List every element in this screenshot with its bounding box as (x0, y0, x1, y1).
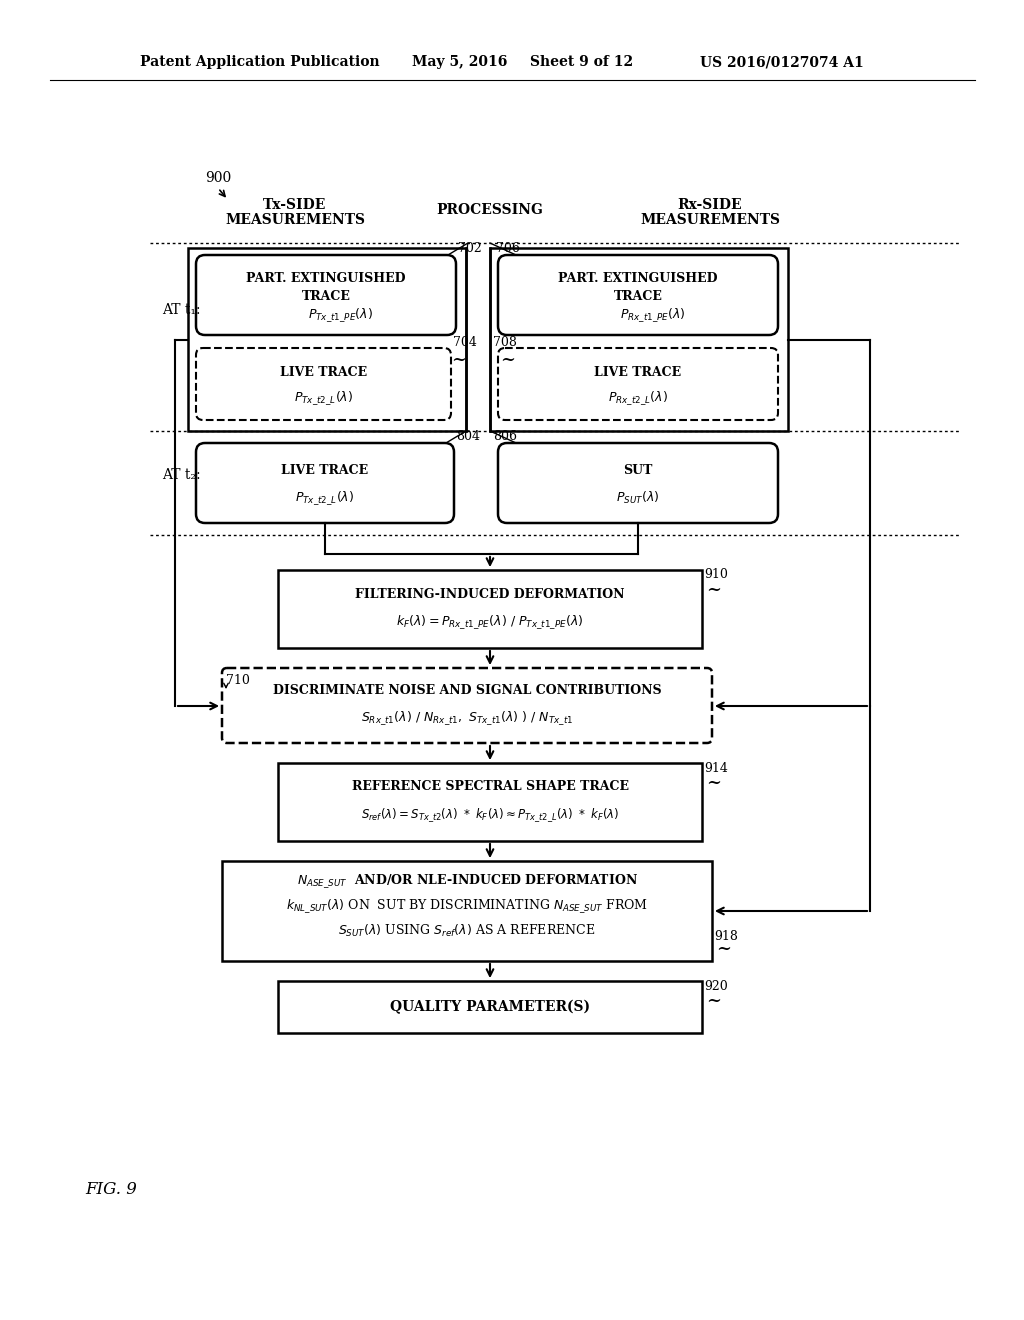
Text: PART. EXTINGUISHED: PART. EXTINGUISHED (246, 272, 406, 285)
Bar (278, 570, 702, 648)
Text: $P_{Tx\_t1\_PE}(\lambda)$: $P_{Tx\_t1\_PE}(\lambda)$ (308, 306, 374, 323)
Bar (222, 861, 712, 961)
Text: 804: 804 (456, 430, 480, 444)
Text: PROCESSING: PROCESSING (436, 203, 544, 216)
Text: Tx-SIDE: Tx-SIDE (263, 198, 327, 213)
Text: ~: ~ (452, 351, 467, 370)
Text: $S_{Rx\_t1}(\lambda)\ /\ N_{Rx\_t1},\ S_{Tx\_t1}(\lambda)\ )\ /\ N_{Tx\_t1}$: $S_{Rx\_t1}(\lambda)\ /\ N_{Rx\_t1},\ S_… (360, 709, 573, 727)
Text: Sheet 9 of 12: Sheet 9 of 12 (530, 55, 633, 69)
Text: 706: 706 (496, 243, 520, 256)
Text: FIG. 9: FIG. 9 (85, 1181, 137, 1199)
Text: TRACE: TRACE (301, 289, 350, 302)
FancyBboxPatch shape (498, 255, 778, 335)
Text: US 2016/0127074 A1: US 2016/0127074 A1 (700, 55, 864, 69)
Text: 806: 806 (493, 430, 517, 444)
Text: Patent Application Publication: Patent Application Publication (140, 55, 380, 69)
FancyBboxPatch shape (196, 348, 451, 420)
Text: PART. EXTINGUISHED: PART. EXTINGUISHED (558, 272, 718, 285)
Text: $P_{SUT}(\lambda)$: $P_{SUT}(\lambda)$ (616, 490, 659, 506)
Text: ~: ~ (717, 940, 731, 958)
Bar (278, 981, 702, 1034)
Text: AT t₁:: AT t₁: (162, 304, 201, 317)
Text: QUALITY PARAMETER(S): QUALITY PARAMETER(S) (390, 999, 590, 1014)
Text: DISCRIMINATE NOISE AND SIGNAL CONTRIBUTIONS: DISCRIMINATE NOISE AND SIGNAL CONTRIBUTI… (272, 684, 662, 697)
Text: $P_{Rx\_t2\_L}(\lambda)$: $P_{Rx\_t2\_L}(\lambda)$ (608, 389, 668, 407)
Text: 920: 920 (705, 979, 728, 993)
Text: ~: ~ (501, 351, 515, 370)
Text: 900: 900 (205, 172, 231, 185)
Text: $P_{Rx\_t1\_PE}(\lambda)$: $P_{Rx\_t1\_PE}(\lambda)$ (621, 306, 686, 323)
Text: LIVE TRACE: LIVE TRACE (280, 366, 367, 379)
FancyBboxPatch shape (196, 444, 454, 523)
Text: May 5, 2016: May 5, 2016 (412, 55, 507, 69)
Text: 914: 914 (705, 762, 728, 775)
Text: $P_{Tx\_t2\_L}(\lambda)$: $P_{Tx\_t2\_L}(\lambda)$ (294, 389, 353, 407)
Text: $S_{ref}(\lambda) = S_{Tx\_t2}(\lambda)\ *\ k_F(\lambda) \approx P_{Tx\_t2\_L}(\: $S_{ref}(\lambda) = S_{Tx\_t2}(\lambda)\… (360, 807, 620, 824)
Text: $P_{Tx\_t2\_L}(\lambda)$: $P_{Tx\_t2\_L}(\lambda)$ (296, 490, 354, 507)
Bar (188, 248, 466, 432)
FancyBboxPatch shape (498, 348, 778, 420)
FancyBboxPatch shape (222, 668, 712, 743)
Text: $N_{ASE\_SUT}$  AND/OR NLE-INDUCED DEFORMATION: $N_{ASE\_SUT}$ AND/OR NLE-INDUCED DEFORM… (297, 873, 638, 890)
Bar (278, 763, 702, 841)
Text: 704: 704 (453, 335, 477, 348)
Text: AT t₂:: AT t₂: (162, 469, 201, 482)
Text: MEASUREMENTS: MEASUREMENTS (225, 213, 365, 227)
Text: 708: 708 (493, 335, 517, 348)
Text: TRACE: TRACE (613, 289, 663, 302)
Text: ~: ~ (707, 993, 722, 1010)
Text: $k_{NL\_SUT}(\lambda)$ ON  SUT BY DISCRIMINATING $N_{ASE\_SUT}$ FROM: $k_{NL\_SUT}(\lambda)$ ON SUT BY DISCRIM… (286, 898, 648, 915)
Text: 910: 910 (705, 569, 728, 582)
Text: LIVE TRACE: LIVE TRACE (282, 465, 369, 478)
Text: ~: ~ (707, 774, 722, 792)
Text: 710: 710 (226, 673, 250, 686)
FancyBboxPatch shape (196, 255, 456, 335)
Bar (490, 248, 788, 432)
Text: $S_{SUT}(\lambda)$ USING $S_{ref}(\lambda)$ AS A REFERENCE: $S_{SUT}(\lambda)$ USING $S_{ref}(\lambd… (338, 923, 596, 939)
Text: LIVE TRACE: LIVE TRACE (595, 366, 682, 379)
Text: SUT: SUT (624, 465, 652, 478)
FancyBboxPatch shape (498, 444, 778, 523)
Text: 702: 702 (458, 243, 481, 256)
Text: ~: ~ (707, 581, 722, 599)
Text: Rx-SIDE: Rx-SIDE (678, 198, 742, 213)
Text: REFERENCE SPECTRAL SHAPE TRACE: REFERENCE SPECTRAL SHAPE TRACE (351, 780, 629, 793)
Text: 918: 918 (714, 929, 738, 942)
Text: MEASUREMENTS: MEASUREMENTS (640, 213, 780, 227)
Text: FILTERING-INDUCED DEFORMATION: FILTERING-INDUCED DEFORMATION (355, 587, 625, 601)
Text: $k_F(\lambda) = P_{Rx\_t1\_PE}(\lambda)\ /\ P_{Tx\_t1\_PE}(\lambda)$: $k_F(\lambda) = P_{Rx\_t1\_PE}(\lambda)\… (396, 612, 584, 631)
